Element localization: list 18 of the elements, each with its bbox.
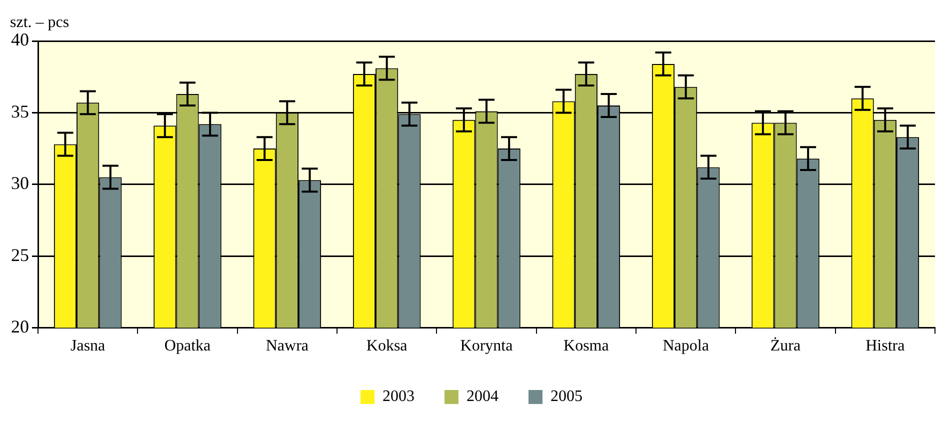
x-tick-label: Korynta (460, 338, 513, 355)
legend-label: 2004 (466, 388, 498, 406)
legend-label: 2005 (550, 388, 582, 406)
y-tick-label: 20 (11, 316, 29, 337)
x-tick-label: Kosma (564, 338, 609, 355)
y-tick-label: 40 (11, 30, 29, 50)
x-tick-label: Histra (866, 338, 905, 355)
x-tick-label: Napola (662, 338, 709, 355)
y-axis-title: szt. – pcs (10, 14, 70, 32)
legend-label: 2003 (382, 388, 414, 406)
y-tick-label: 35 (11, 101, 29, 122)
x-tick-label: Nawra (266, 338, 308, 355)
y-tick-label: 25 (11, 244, 29, 265)
x-tick-label: Jasna (70, 338, 106, 355)
x-tick-label: Koksa (366, 338, 408, 355)
x-tick-label: Żura (770, 336, 801, 355)
x-tick-label: Opatka (164, 338, 211, 355)
y-tick-label: 30 (11, 173, 29, 194)
